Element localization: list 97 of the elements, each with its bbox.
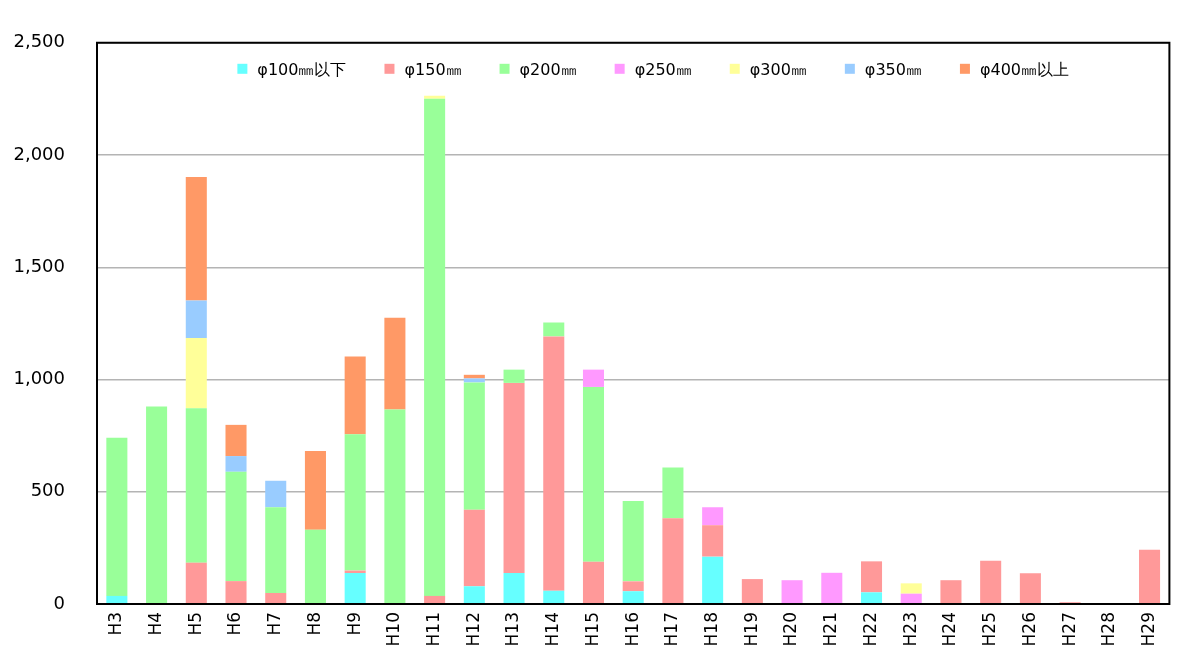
bar — [503, 573, 525, 604]
bar — [622, 581, 644, 592]
x-tick-label: H25 — [979, 612, 1000, 647]
bar — [543, 322, 565, 337]
x-tick-label: H12 — [462, 612, 483, 647]
bar — [702, 525, 724, 557]
bar — [106, 595, 128, 604]
bar — [503, 369, 525, 383]
x-tick-label: H27 — [1058, 612, 1079, 647]
bar — [622, 591, 644, 604]
x-tick-label: H18 — [701, 612, 722, 647]
bar — [344, 356, 366, 435]
bar — [543, 590, 565, 604]
bar — [1019, 573, 1041, 604]
x-tick-label: H26 — [1018, 612, 1039, 647]
x-tick-label: H29 — [1137, 612, 1158, 647]
legend-label: φ250㎜ — [634, 59, 692, 79]
bar — [463, 378, 485, 383]
bar — [781, 580, 803, 604]
bar — [344, 434, 366, 571]
x-tick-label: H24 — [939, 612, 960, 647]
x-tick-label: H21 — [820, 612, 841, 647]
bar — [225, 456, 247, 472]
bar — [185, 300, 207, 338]
x-tick-label: H7 — [264, 612, 285, 636]
bar — [424, 595, 446, 604]
y-tick-label: 2,500 — [13, 30, 65, 52]
bar — [900, 593, 922, 604]
x-tick-label: H28 — [1098, 612, 1119, 647]
bar — [384, 409, 406, 604]
bar — [265, 507, 287, 593]
bar — [860, 561, 883, 593]
bar — [662, 518, 684, 604]
x-tick-label: H16 — [621, 612, 642, 647]
bar — [503, 382, 525, 574]
x-tick-label: H11 — [423, 612, 444, 647]
y-tick-label: 2,000 — [13, 142, 65, 164]
bar — [106, 437, 128, 596]
bar — [741, 579, 763, 604]
x-tick-label: H20 — [780, 612, 801, 647]
x-tick-label: H9 — [343, 612, 364, 636]
bar — [225, 471, 247, 582]
legend-label: φ300㎜ — [749, 59, 807, 79]
bar — [344, 573, 366, 604]
x-tick-label: H3 — [105, 612, 126, 636]
x-tick-label: H15 — [581, 612, 602, 647]
bar — [146, 406, 168, 604]
x-tick-label: H5 — [184, 612, 205, 636]
bar — [702, 556, 724, 604]
x-tick-label: H6 — [224, 612, 245, 636]
x-tick-label: H17 — [661, 612, 682, 647]
x-tick-label: H13 — [502, 612, 523, 647]
bar — [463, 586, 485, 604]
y-tick-label: 1,500 — [13, 254, 65, 276]
legend-label: φ100㎜以下 — [257, 59, 347, 79]
bar — [304, 529, 326, 604]
bar — [225, 424, 247, 457]
bar — [265, 480, 287, 508]
bar — [940, 580, 962, 604]
y-tick-label: 500 — [30, 479, 65, 501]
y-tick-label: 1,000 — [13, 367, 65, 389]
bar — [980, 560, 1002, 604]
bar — [860, 592, 883, 604]
bar — [304, 450, 326, 530]
bar — [185, 337, 207, 409]
bar — [463, 382, 485, 510]
x-tick-label: H22 — [859, 612, 880, 647]
legend-label: φ350㎜ — [864, 59, 922, 79]
bar — [185, 562, 207, 604]
bar — [384, 317, 406, 410]
x-tick-label: H8 — [303, 612, 324, 636]
x-tick-label: H10 — [383, 612, 404, 647]
bar — [424, 95, 446, 99]
bar — [185, 177, 207, 301]
bar — [1139, 549, 1161, 604]
bar — [582, 369, 605, 387]
bar — [424, 98, 446, 596]
bar — [702, 507, 724, 526]
x-tick-label: H4 — [145, 612, 165, 636]
bar — [821, 572, 843, 604]
bar — [265, 593, 287, 604]
bar — [185, 408, 207, 563]
legend-label: φ200㎜ — [519, 59, 577, 79]
bar — [543, 336, 565, 591]
bar — [900, 583, 922, 594]
bar — [463, 509, 485, 587]
bar — [582, 386, 605, 562]
legend-label: φ400㎜以上 — [979, 59, 1070, 79]
bar — [622, 500, 644, 582]
x-tick-label: H19 — [740, 612, 761, 647]
x-tick-label: H14 — [542, 612, 563, 647]
bar — [662, 467, 684, 519]
legend-label: φ150㎜ — [404, 59, 462, 79]
bar — [582, 561, 605, 604]
bar — [225, 581, 247, 604]
x-tick-label: H23 — [899, 612, 920, 647]
y-tick-label: 0 — [53, 591, 65, 613]
